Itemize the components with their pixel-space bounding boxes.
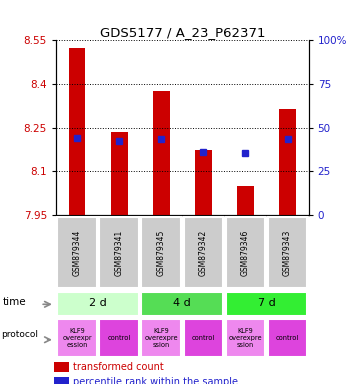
Text: GSM879344: GSM879344 <box>73 229 82 276</box>
Bar <box>268 319 308 357</box>
Bar <box>54 377 69 384</box>
Text: KLF9
overexpre
ssion: KLF9 overexpre ssion <box>144 328 178 348</box>
Title: GDS5177 / A_23_P62371: GDS5177 / A_23_P62371 <box>100 26 265 39</box>
Text: KLF9
overexpr
ession: KLF9 overexpr ession <box>62 328 92 348</box>
Text: control: control <box>276 335 299 341</box>
Text: GSM879346: GSM879346 <box>241 229 250 276</box>
Bar <box>99 217 139 288</box>
Text: GSM879342: GSM879342 <box>199 229 208 276</box>
Bar <box>153 91 170 215</box>
Bar <box>142 217 181 288</box>
Bar <box>195 149 212 215</box>
Bar <box>57 217 97 288</box>
Text: control: control <box>108 335 131 341</box>
Text: protocol: protocol <box>1 330 38 339</box>
Text: GSM879345: GSM879345 <box>157 229 166 276</box>
Text: control: control <box>192 335 215 341</box>
Bar <box>183 217 223 288</box>
Bar <box>57 291 139 316</box>
Bar <box>226 217 265 288</box>
Bar <box>69 48 86 215</box>
Bar <box>226 291 307 316</box>
Bar <box>111 132 127 215</box>
Text: KLF9
overexpre
ssion: KLF9 overexpre ssion <box>229 328 262 348</box>
Bar <box>237 186 254 215</box>
Text: time: time <box>3 297 26 307</box>
Text: 7 d: 7 d <box>258 298 275 308</box>
Text: GSM879343: GSM879343 <box>283 229 292 276</box>
Bar <box>183 319 223 357</box>
Text: 4 d: 4 d <box>173 298 191 308</box>
Bar <box>142 319 181 357</box>
Bar <box>279 109 296 215</box>
Text: GSM879341: GSM879341 <box>115 229 123 276</box>
Bar <box>57 319 97 357</box>
Text: transformed count: transformed count <box>73 362 164 372</box>
Bar <box>99 319 139 357</box>
Bar <box>54 362 69 372</box>
Text: percentile rank within the sample: percentile rank within the sample <box>73 377 238 384</box>
Bar <box>268 217 308 288</box>
Bar <box>226 319 265 357</box>
Bar <box>142 291 223 316</box>
Text: 2 d: 2 d <box>89 298 107 308</box>
